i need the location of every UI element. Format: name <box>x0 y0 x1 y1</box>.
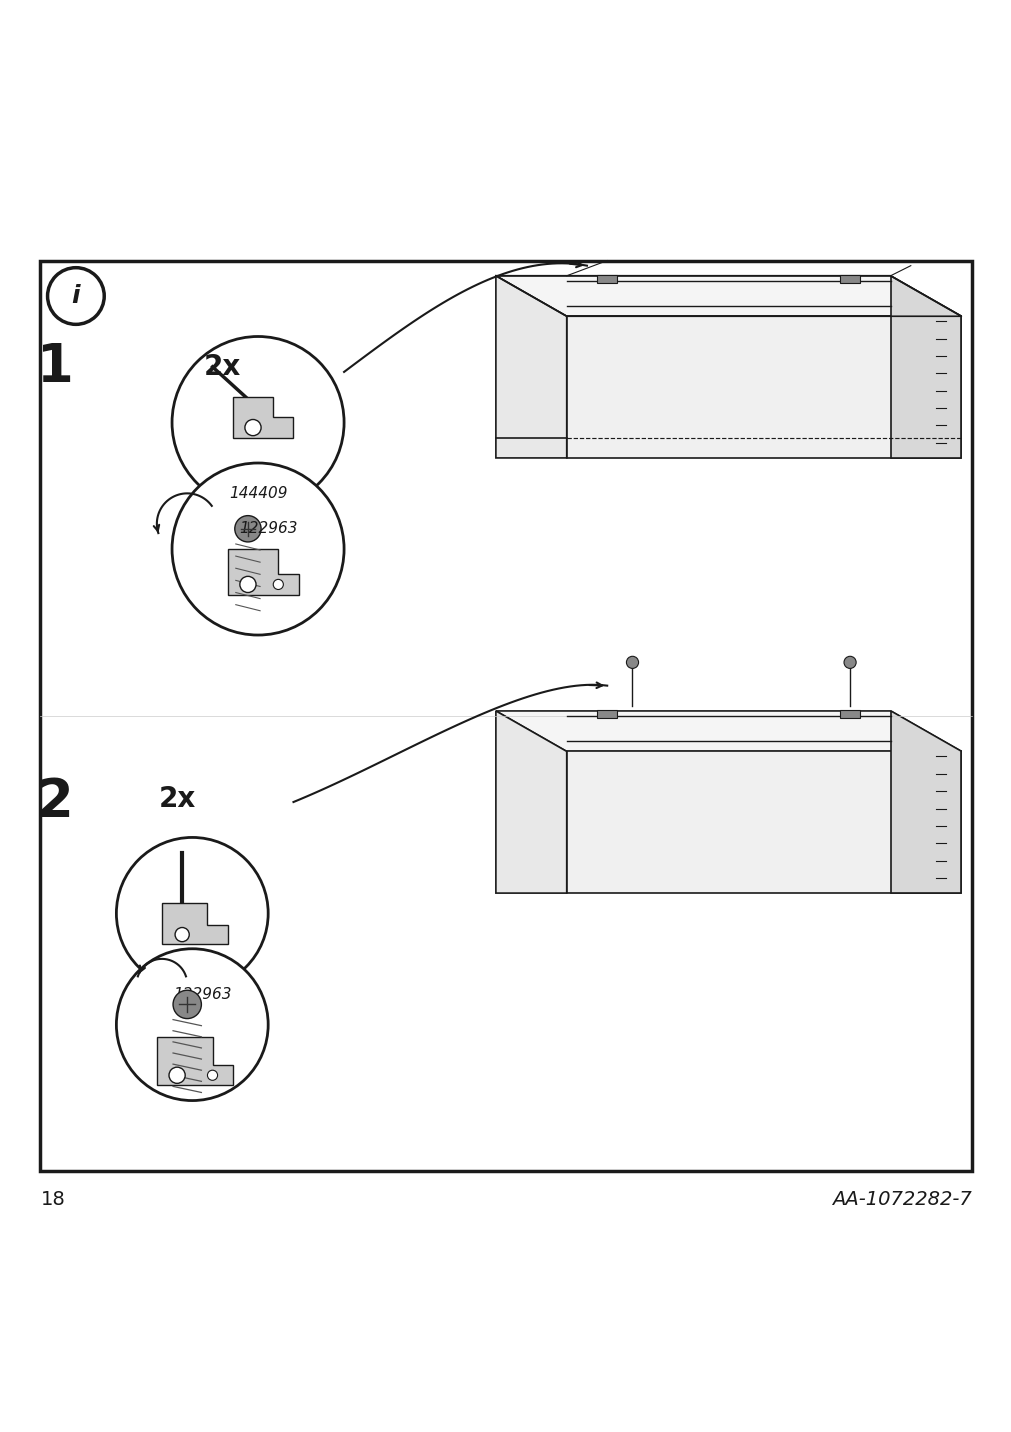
Circle shape <box>245 420 261 435</box>
Circle shape <box>175 928 189 942</box>
Bar <box>839 710 859 717</box>
Circle shape <box>116 838 268 990</box>
Polygon shape <box>227 548 298 594</box>
Bar <box>596 275 617 284</box>
Circle shape <box>173 991 201 1018</box>
Circle shape <box>235 516 261 541</box>
Circle shape <box>240 576 256 593</box>
Circle shape <box>116 949 268 1101</box>
Text: 2: 2 <box>37 776 74 828</box>
Polygon shape <box>233 397 293 438</box>
Circle shape <box>172 463 344 634</box>
Circle shape <box>626 656 638 669</box>
Text: 2x: 2x <box>204 352 241 381</box>
Text: 18: 18 <box>40 1190 65 1209</box>
Circle shape <box>169 1067 185 1084</box>
Text: i: i <box>72 284 80 308</box>
Text: 122963: 122963 <box>239 521 297 536</box>
Circle shape <box>172 337 344 508</box>
Polygon shape <box>890 710 960 894</box>
Text: 1: 1 <box>37 341 74 392</box>
Text: AA-1072282-7: AA-1072282-7 <box>831 1190 971 1209</box>
Polygon shape <box>157 1037 233 1085</box>
Polygon shape <box>890 276 960 458</box>
Text: 2x: 2x <box>159 785 195 813</box>
Bar <box>596 710 617 717</box>
Polygon shape <box>495 710 566 894</box>
Bar <box>839 275 859 284</box>
Polygon shape <box>566 752 960 894</box>
Circle shape <box>843 656 855 669</box>
Polygon shape <box>495 710 960 752</box>
Circle shape <box>48 268 104 325</box>
Polygon shape <box>495 276 960 316</box>
Text: 122963: 122963 <box>173 987 232 1002</box>
Circle shape <box>207 1070 217 1080</box>
Polygon shape <box>162 904 227 944</box>
Polygon shape <box>566 316 960 458</box>
Polygon shape <box>495 276 566 458</box>
Text: 144409: 144409 <box>228 485 287 501</box>
Circle shape <box>273 580 283 590</box>
FancyBboxPatch shape <box>40 261 971 1171</box>
